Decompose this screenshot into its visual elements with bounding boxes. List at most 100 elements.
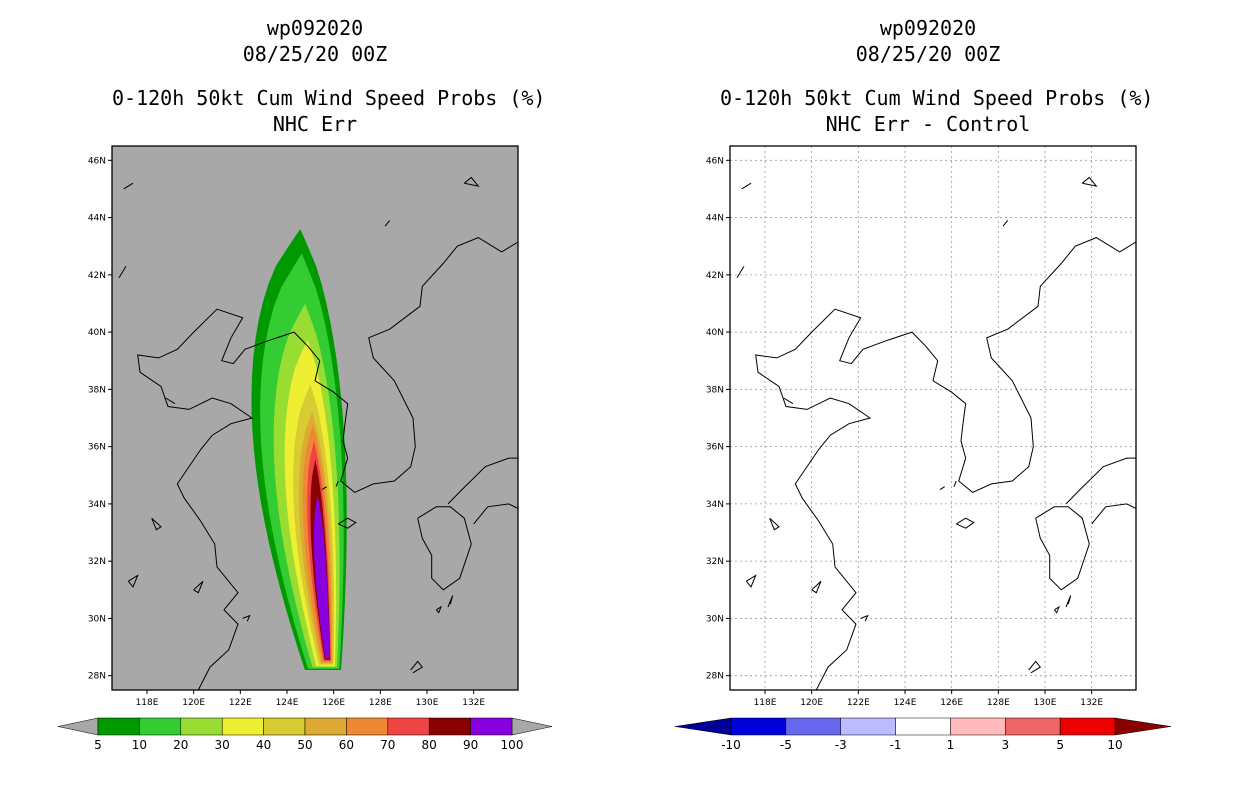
colorbar-swatch	[470, 717, 513, 736]
colorbar-tick-label: -3	[835, 738, 847, 752]
coastline-segment	[242, 614, 251, 622]
lon-label: 122E	[229, 698, 252, 708]
colorbar-swatch	[730, 717, 787, 736]
coastline-segment	[165, 397, 176, 405]
coastline-segment	[435, 605, 443, 614]
colorbar-swatch	[97, 717, 140, 736]
lat-label: 30N	[706, 614, 724, 624]
colorbar-tick-label: 10	[132, 738, 147, 752]
lon-label: 126E	[940, 698, 963, 708]
coastline-segment	[1065, 595, 1072, 608]
colorbar-tick-label: 3	[1001, 738, 1009, 752]
colorbar-swatch	[785, 717, 841, 736]
colorbar-tick-label: 90	[463, 738, 478, 752]
colorbar-tick-label: 100	[501, 738, 524, 752]
colorbar-swatch	[1005, 717, 1061, 736]
colorbar-tick-label: 60	[339, 738, 354, 752]
colorbar-right-end	[511, 717, 553, 736]
right-title: wp092020 08/25/20 00Z 0-120h 50kt Cum Wi…	[720, 15, 1153, 137]
colorbar-swatch	[304, 717, 347, 736]
lon-label: 120E	[182, 698, 205, 708]
right-title-subtitle: NHC Err - Control	[825, 112, 1031, 136]
coastline-segment	[736, 266, 745, 278]
lat-label: 46N	[88, 156, 106, 166]
left-title: wp092020 08/25/20 00Z 0-120h 50kt Cum Wi…	[112, 15, 545, 137]
coastline-segment	[1002, 220, 1009, 227]
coastline-segment	[1091, 503, 1136, 525]
lat-label: 34N	[706, 500, 724, 510]
lat-label: 28N	[706, 672, 724, 682]
colorbar-tick-label: 5	[1056, 738, 1064, 752]
left-colorbar: 5 10 20 30 40 50 60 70 80 90 100	[57, 717, 553, 752]
lat-label: 30N	[88, 614, 106, 624]
coastline-segment	[1028, 660, 1042, 674]
coastline-segment	[745, 574, 757, 588]
coastline-segment	[769, 517, 780, 531]
coastline-segment	[137, 237, 518, 690]
coastline-segment	[118, 266, 127, 278]
colorbar-left-end	[57, 717, 99, 736]
right-map-background	[730, 146, 1136, 690]
coastline-segment	[410, 660, 424, 674]
lat-label: 44N	[88, 214, 106, 224]
colorbar-left-end	[674, 717, 732, 736]
colorbar-tick-label: 70	[380, 738, 395, 752]
coastline-segment	[338, 517, 357, 529]
lon-label: 130E	[416, 698, 439, 708]
lon-label: 118E	[754, 698, 777, 708]
lat-label: 38N	[706, 385, 724, 395]
coastline-segment	[1065, 457, 1136, 505]
coastline-segment	[1035, 506, 1090, 591]
lat-label: 46N	[706, 156, 724, 166]
right-title-storm-id: wp092020	[879, 16, 977, 40]
lon-label: 124E	[894, 698, 917, 708]
coastline-segment	[741, 182, 752, 190]
left-title-date: 08/25/20 00Z	[242, 42, 388, 66]
lat-label: 40N	[88, 328, 106, 338]
lat-label: 38N	[88, 385, 106, 395]
lon-label: 122E	[847, 698, 870, 708]
colorbar-swatch	[950, 717, 1006, 736]
probability-contours	[251, 229, 347, 670]
lat-label: 44N	[706, 214, 724, 224]
coastline-segment	[127, 574, 139, 588]
lon-label: 124E	[276, 698, 299, 708]
colorbar-tick-label: 1	[947, 738, 955, 752]
left-title-storm-id: wp092020	[266, 16, 364, 40]
colorbar-tick-label: -1	[890, 738, 902, 752]
colorbar-tick-label: 80	[422, 738, 437, 752]
lon-label: 130E	[1034, 698, 1057, 708]
colorbar-swatch	[139, 717, 182, 736]
colorbar-swatch	[221, 717, 264, 736]
lon-label: 128E	[369, 698, 392, 708]
coastline-segment	[860, 614, 869, 622]
coastline-segment	[384, 220, 391, 227]
coastline-segment	[193, 580, 204, 594]
lon-label: 132E	[462, 698, 485, 708]
colorbar-tick-label: 10	[1107, 738, 1122, 752]
coastline-segment	[1081, 176, 1098, 187]
coastline-segment	[783, 397, 794, 405]
colorbar-swatch	[263, 717, 306, 736]
colorbar-swatch	[840, 717, 896, 736]
colorbar-tick-label: 30	[215, 738, 230, 752]
lon-label: 118E	[136, 698, 159, 708]
lon-label: 120E	[800, 698, 823, 708]
left-map-frame	[111, 145, 519, 691]
coastline-segment	[417, 506, 472, 591]
coastline	[736, 176, 1136, 690]
right-map: 28N 30N 32N 34N 36N 38N 40N 42N 44N 46N 118E 120E 12…	[674, 145, 1172, 752]
colorbar-tick-label: -10	[721, 738, 741, 752]
coastline-segment	[151, 517, 162, 531]
prob-contour-90	[313, 495, 330, 659]
colorbar-tick-label: -5	[780, 738, 792, 752]
colorbar-swatch	[387, 717, 430, 736]
coastline-segment	[123, 182, 134, 190]
lat-label: 42N	[706, 271, 724, 281]
coastline-segment	[473, 503, 518, 525]
lon-label: 128E	[987, 698, 1010, 708]
colorbar-swatch	[428, 717, 471, 736]
coastline-segment	[321, 486, 327, 491]
lat-label: 32N	[706, 557, 724, 567]
coastline-segment	[956, 517, 975, 529]
